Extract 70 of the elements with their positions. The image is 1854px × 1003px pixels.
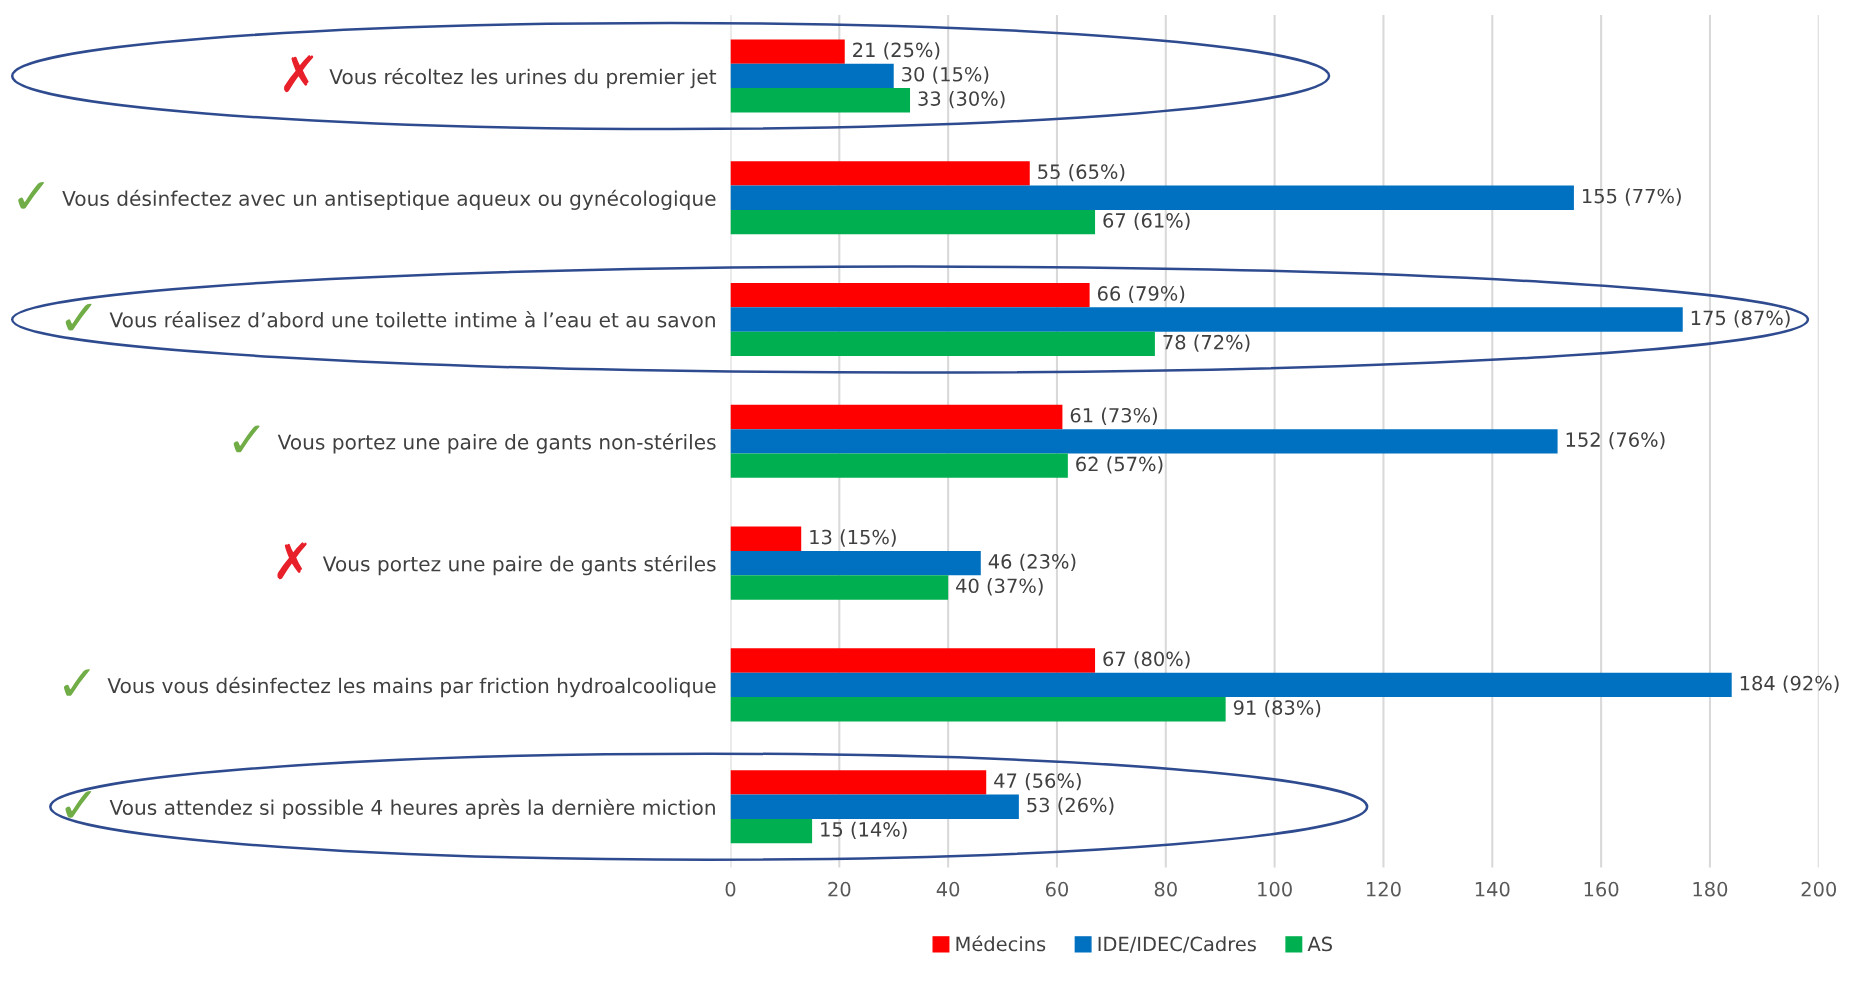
data-label: 47 (56%) <box>994 772 1081 791</box>
data-label: 33 (30%) <box>918 90 1005 109</box>
bar <box>730 63 894 89</box>
y-tick-label: Vous réalisez d’abord une toilette intime à l’eau et au savon <box>109 311 715 328</box>
bar <box>730 818 813 844</box>
x-tick-label: 60 <box>1045 881 1069 897</box>
data-label: 91 (83%) <box>1233 699 1321 718</box>
x-tick-label: 40 <box>936 881 960 897</box>
x-tick-label: 0 <box>725 881 736 897</box>
text: ✗ <box>277 542 307 580</box>
data-label: 30 (15%) <box>902 66 989 84</box>
y-tick-label: Vous portez une paire de gants stériles <box>322 555 716 576</box>
data-label: 175 (87%) <box>1691 310 1790 328</box>
bar <box>730 526 802 551</box>
data-label: 13 (15%) <box>810 529 896 547</box>
bar <box>730 770 987 795</box>
data-label: 61 (73%) <box>1070 407 1157 425</box>
data-label: 62 (57%) <box>1076 456 1163 474</box>
bar <box>730 429 1558 454</box>
bar <box>730 331 1155 357</box>
data-label: 67 (80%) <box>1103 651 1190 669</box>
data-label: 78 (72%) <box>1163 334 1250 352</box>
legend-label: AS <box>1307 936 1333 952</box>
data-label: 152 (76%) <box>1566 431 1665 450</box>
bar <box>730 453 1068 478</box>
y-tick-label: Vous attendez si possible 4 heures après la dernière miction <box>109 798 715 819</box>
bar <box>730 88 911 113</box>
y-tick-label: Vous portez une paire de gants non-stériles <box>277 433 716 454</box>
legend-label: IDE/IDEC/Cadres <box>1098 936 1256 953</box>
bar <box>730 161 1030 186</box>
bar <box>730 404 1063 430</box>
data-label: 55 (65%) <box>1038 163 1125 182</box>
bar <box>730 209 1096 235</box>
bar <box>730 648 1096 673</box>
text: ✓ <box>18 182 45 209</box>
data-label: 46 (23%) <box>988 553 1076 572</box>
x-tick-label: 120 <box>1367 881 1401 897</box>
text: ✓ <box>233 425 260 453</box>
legend-label: Médecins <box>956 935 1046 952</box>
bar <box>730 185 1574 210</box>
data-label: 40 (37%) <box>956 578 1043 596</box>
y-tick-label: Vous désinfectez avec un antiseptique aqueux ou gynécologique <box>62 189 716 210</box>
x-tick-label: 200 <box>1801 881 1837 897</box>
bar <box>730 307 1683 332</box>
text: ✓ <box>63 669 90 696</box>
y-tick-label: Vous vous désinfectez les mains par friction hydroalcoolique <box>107 676 716 698</box>
text: ✗ <box>284 55 314 93</box>
bar <box>730 697 1226 722</box>
bar <box>730 550 981 576</box>
text: ✓ <box>65 303 92 331</box>
bar <box>730 282 1090 308</box>
data-label: 15 (14%) <box>821 821 907 839</box>
bar <box>730 575 949 600</box>
x-tick-label: 180 <box>1693 881 1728 897</box>
x-tick-label: 100 <box>1258 881 1292 897</box>
bar <box>730 39 845 64</box>
x-tick-label: 80 <box>1154 881 1177 897</box>
data-label: 21 (25%) <box>853 42 940 60</box>
data-label: 66 (79%) <box>1097 285 1185 304</box>
x-tick-label: 20 <box>828 881 851 897</box>
text: ✓ <box>65 791 92 818</box>
data-label: 184 (92%) <box>1740 675 1839 693</box>
data-label: 67 (61%) <box>1103 212 1190 231</box>
bar <box>730 794 1019 819</box>
data-label: 155 (77%) <box>1582 188 1681 206</box>
bar <box>730 672 1732 698</box>
data-label: 53 (26%) <box>1027 797 1114 815</box>
x-tick-label: 160 <box>1584 881 1619 897</box>
y-tick-label: Vous récoltez les urines du premier jet <box>329 67 717 89</box>
x-tick-label: 140 <box>1475 881 1510 897</box>
